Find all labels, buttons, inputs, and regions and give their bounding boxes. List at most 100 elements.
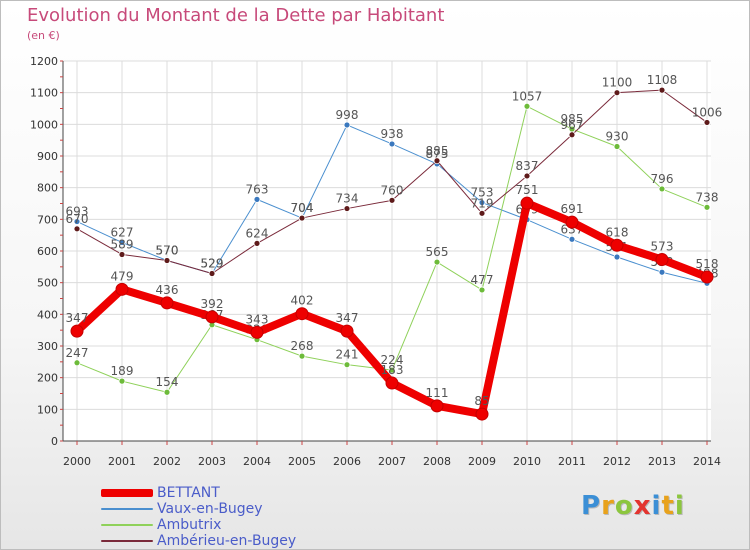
y-tick-label: 1000 xyxy=(30,118,58,131)
data-label-bettant: 479 xyxy=(111,269,134,283)
y-tick-label: 1200 xyxy=(30,55,58,68)
data-label-bettant: 343 xyxy=(246,312,269,326)
data-label-amberieu-en-bugey: 1006 xyxy=(692,105,723,119)
x-tick-label: 2004 xyxy=(243,455,271,468)
data-point-amberieu-en-bugey xyxy=(73,225,81,233)
data-label-ambutrix: 241 xyxy=(336,348,359,362)
data-label-ambutrix: 154 xyxy=(156,375,179,389)
data-label-ambutrix: 189 xyxy=(111,364,134,378)
data-point-bettant xyxy=(475,407,489,421)
x-tick-label: 2014 xyxy=(693,455,721,468)
legend-item: Ambérieu-en-Bugey xyxy=(101,533,381,549)
data-point-bettant xyxy=(385,376,399,390)
data-label-bettant: 85 xyxy=(474,394,489,408)
data-point-bettant xyxy=(610,238,624,252)
data-label-vaux-en-bugey: 753 xyxy=(471,186,494,200)
proxiti-logo: Proxiti xyxy=(581,491,685,521)
data-point-amberieu-en-bugey xyxy=(388,196,396,204)
data-point-ambutrix xyxy=(433,258,441,266)
data-point-ambutrix xyxy=(658,185,666,193)
data-point-bettant xyxy=(430,399,444,413)
data-label-bettant: 347 xyxy=(66,311,89,325)
x-tick-label: 2002 xyxy=(153,455,181,468)
x-tick-label: 2010 xyxy=(513,455,541,468)
data-label-amberieu-en-bugey: 624 xyxy=(246,226,269,240)
logo-letter: x xyxy=(633,491,652,521)
legend-swatch xyxy=(101,540,153,542)
data-point-bettant xyxy=(700,270,714,284)
data-point-bettant xyxy=(250,325,264,339)
data-label-bettant: 436 xyxy=(156,283,179,297)
data-label-bettant: 573 xyxy=(651,240,674,254)
y-tick-label: 200 xyxy=(37,372,58,385)
legend-label: Ambérieu-en-Bugey xyxy=(157,533,297,549)
x-tick-label: 2007 xyxy=(378,455,406,468)
data-point-amberieu-en-bugey xyxy=(253,239,261,247)
y-tick-label: 0 xyxy=(51,435,58,448)
data-point-ambutrix xyxy=(388,366,396,374)
data-point-amberieu-en-bugey xyxy=(478,209,486,217)
logo-letter: o xyxy=(614,491,634,521)
data-point-vaux-en-bugey xyxy=(253,195,261,203)
legend-label: BETTANT xyxy=(157,485,220,501)
x-tick-label: 2009 xyxy=(468,455,496,468)
data-point-vaux-en-bugey xyxy=(658,268,666,276)
data-point-amberieu-en-bugey xyxy=(703,119,711,126)
data-point-amberieu-en-bugey xyxy=(343,205,351,212)
data-label-amberieu-en-bugey: 1100 xyxy=(602,76,633,90)
legend-item: BETTANT xyxy=(101,485,381,501)
data-point-amberieu-en-bugey xyxy=(433,157,441,165)
legend-item: Ambutrix xyxy=(101,517,381,533)
data-label-bettant: 111 xyxy=(426,386,449,400)
data-point-amberieu-en-bugey xyxy=(163,257,171,264)
legend-label: Ambutrix xyxy=(157,517,222,533)
x-tick-label: 2008 xyxy=(423,455,451,468)
data-label-amberieu-en-bugey: 529 xyxy=(201,256,224,270)
data-point-amberieu-en-bugey xyxy=(613,89,621,97)
y-tick-label: 500 xyxy=(37,277,58,290)
data-point-ambutrix xyxy=(73,359,81,367)
x-tick-label: 2011 xyxy=(558,455,586,468)
data-label-bettant: 618 xyxy=(606,225,629,239)
data-label-amberieu-en-bugey: 570 xyxy=(156,244,179,258)
data-point-bettant xyxy=(565,215,579,229)
logo-letter: i xyxy=(674,491,685,521)
chart-subtitle: (en €) xyxy=(27,29,60,42)
y-tick-label: 800 xyxy=(37,182,58,195)
data-point-bettant xyxy=(115,282,129,296)
data-point-amberieu-en-bugey xyxy=(208,270,216,277)
data-label-ambutrix: 796 xyxy=(651,172,674,186)
data-point-bettant xyxy=(655,253,669,267)
data-point-vaux-en-bugey xyxy=(388,140,396,148)
data-label-vaux-en-bugey: 570 xyxy=(156,244,179,258)
chart-title: Evolution du Montant de la Dette par Hab… xyxy=(27,5,445,26)
data-label-bettant: 402 xyxy=(291,294,314,308)
data-label-ambutrix: 268 xyxy=(291,339,314,353)
data-label-amberieu-en-bugey: 589 xyxy=(111,237,134,251)
data-point-ambutrix xyxy=(703,203,711,211)
data-label-vaux-en-bugey: 938 xyxy=(381,127,404,141)
data-point-ambutrix xyxy=(118,377,126,385)
data-label-amberieu-en-bugey: 704 xyxy=(291,201,314,215)
x-tick-label: 2013 xyxy=(648,455,676,468)
data-label-ambutrix: 738 xyxy=(696,190,719,204)
data-point-ambutrix xyxy=(163,388,171,396)
x-tick-label: 2001 xyxy=(108,455,136,468)
x-tick-label: 2005 xyxy=(288,455,316,468)
data-label-bettant: 392 xyxy=(201,297,224,311)
data-label-amberieu-en-bugey: 885 xyxy=(426,144,449,158)
x-tick-label: 2012 xyxy=(603,455,631,468)
data-label-ambutrix: 565 xyxy=(426,245,449,259)
data-label-vaux-en-bugey: 875 xyxy=(426,147,449,161)
chart-legend: BETTANT Vaux-en-Bugey Ambutrix Ambérieu-en-… xyxy=(101,485,381,549)
y-tick-label: 100 xyxy=(37,403,58,416)
data-point-bettant xyxy=(340,324,354,338)
data-label-vaux-en-bugey: 763 xyxy=(246,182,269,196)
data-label-ambutrix: 930 xyxy=(606,130,629,144)
data-point-bettant xyxy=(295,307,309,321)
data-point-vaux-en-bugey xyxy=(118,239,126,246)
logo-letter: t xyxy=(661,491,675,521)
x-tick-label: 2006 xyxy=(333,455,361,468)
